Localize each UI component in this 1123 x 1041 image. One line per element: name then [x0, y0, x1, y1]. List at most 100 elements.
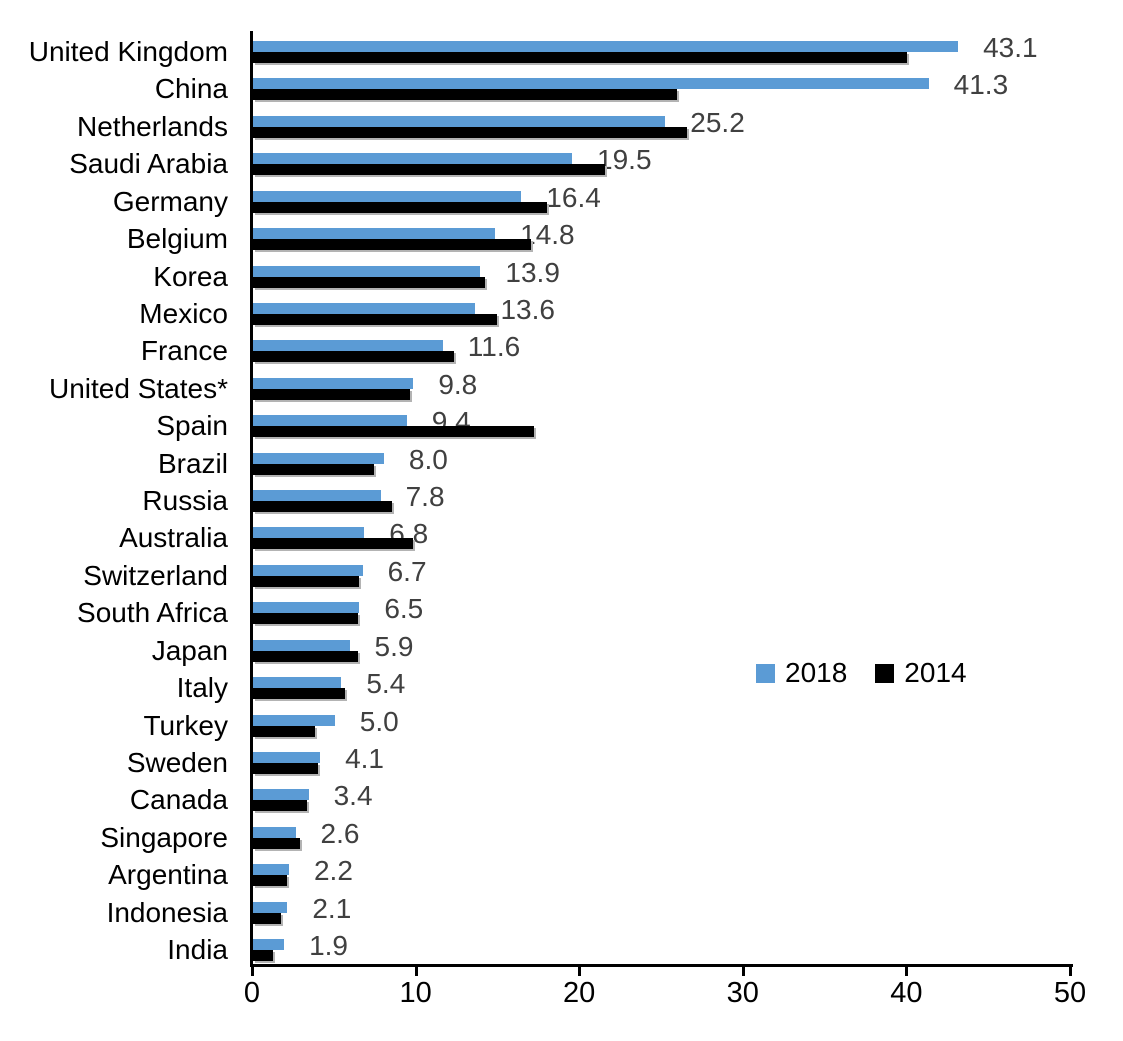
bar-2014	[253, 650, 358, 662]
value-label: 11.6	[467, 331, 521, 363]
category-label: Sweden	[126, 746, 228, 778]
legend-label-2014: 2014	[904, 657, 967, 688]
bar-2014	[253, 875, 288, 887]
category-label: Brazil	[157, 447, 228, 479]
bar-2014	[253, 725, 316, 737]
bar-2018	[253, 415, 407, 427]
category-label: Spain	[156, 410, 228, 442]
bar-2014	[253, 575, 360, 587]
category-label: Korea	[153, 260, 228, 292]
legend-swatch-2018	[756, 663, 775, 683]
category-label: United States*	[49, 372, 228, 404]
x-tick	[578, 967, 582, 976]
bar-2018	[253, 677, 342, 689]
legend-label-2018: 2018	[785, 657, 848, 688]
category-label: Netherlands	[77, 110, 228, 142]
bar-2014	[253, 912, 281, 924]
y-axis-line	[250, 31, 253, 967]
value-label: 41.3	[953, 69, 1009, 101]
x-axis-line	[250, 964, 1073, 967]
bar-2018	[253, 751, 321, 763]
bar-2018	[253, 939, 285, 951]
value-label: 5.4	[366, 668, 406, 700]
bar-2014	[253, 52, 908, 63]
x-tick-label: 50	[1053, 977, 1087, 1009]
bar-2018	[253, 527, 365, 539]
value-label: 19.5	[597, 144, 652, 176]
x-tick-label: 0	[243, 977, 261, 1009]
value-label: 5.0	[359, 705, 399, 737]
bar-2018	[253, 78, 929, 90]
x-tick-label: 30	[726, 977, 759, 1009]
value-label: 3.4	[333, 780, 373, 812]
bar-2014	[253, 351, 455, 363]
category-label: Indonesia	[106, 896, 228, 928]
x-tick	[905, 967, 909, 976]
bar-2018	[253, 901, 288, 913]
category-label: Argentina	[108, 859, 228, 891]
bar-2014	[253, 501, 393, 513]
value-label: 1.9	[309, 930, 349, 962]
bar-2014	[253, 388, 411, 400]
category-label: China	[154, 73, 228, 105]
bar-2018	[253, 228, 496, 240]
x-tick-label: 10	[399, 977, 432, 1009]
bar-2018	[253, 602, 360, 614]
bar-2014	[253, 313, 497, 325]
bar-2014	[253, 950, 273, 962]
bar-2018	[253, 826, 296, 838]
legend-swatch-2014	[875, 663, 895, 683]
value-label: 13.9	[505, 256, 560, 288]
category-label: Switzerland	[83, 559, 228, 591]
value-label: 8.0	[408, 443, 448, 475]
category-label: Turkey	[143, 709, 228, 741]
category-label: France	[140, 335, 228, 367]
bar-2014	[253, 239, 532, 251]
bar-2018	[253, 115, 666, 127]
bar-2014	[253, 164, 605, 176]
bar-2018	[253, 153, 573, 165]
bar-2018	[253, 789, 309, 801]
value-label: 13.6	[500, 293, 555, 325]
x-tick	[741, 967, 745, 976]
category-label: Mexico	[139, 297, 228, 329]
bar-2014	[253, 800, 307, 812]
bar-2018	[253, 490, 381, 502]
bar-2014	[253, 688, 345, 700]
bar-2014	[253, 463, 375, 475]
value-label: 7.8	[405, 481, 445, 513]
bar-2014	[253, 613, 358, 625]
x-tick	[1069, 967, 1072, 976]
bar-2014	[253, 276, 486, 288]
value-label: 2.1	[312, 892, 352, 924]
category-label: Canada	[129, 784, 228, 816]
bar-2018	[253, 377, 414, 389]
category-label: Russia	[142, 485, 228, 517]
category-label: Belgium	[126, 223, 228, 255]
x-tick	[251, 967, 254, 976]
value-label: 4.1	[345, 742, 384, 774]
bar-2018	[253, 340, 443, 352]
value-label: 9.8	[438, 368, 478, 400]
x-tick	[414, 967, 418, 976]
bar-2018	[253, 452, 384, 464]
value-label: 25.2	[690, 106, 745, 138]
bar-2014	[253, 762, 319, 774]
value-label: 6.7	[387, 555, 427, 587]
bar-2014	[253, 837, 301, 849]
bar-2014	[253, 89, 677, 101]
value-label: 2.2	[313, 855, 353, 887]
bar-2014	[253, 538, 414, 550]
value-label: 2.6	[320, 817, 360, 849]
category-label: United Kingdom	[28, 36, 228, 67]
legend: 2018 2014	[756, 658, 967, 688]
bar-2018	[253, 41, 959, 52]
category-label: Saudi Arabia	[69, 148, 228, 180]
category-label: Singapore	[100, 821, 228, 853]
x-tick-label: 20	[563, 977, 596, 1009]
value-label: 43.1	[983, 32, 1038, 63]
category-label: Italy	[176, 672, 228, 704]
bar-2018	[253, 714, 335, 726]
value-label: 16.4	[546, 181, 601, 213]
